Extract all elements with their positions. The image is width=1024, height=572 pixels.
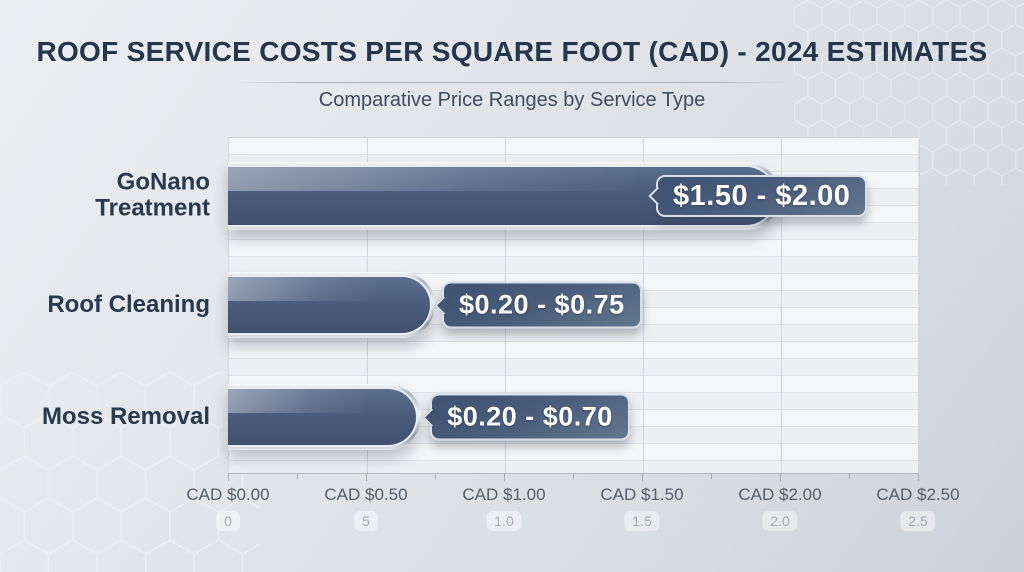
- category-label: GoNano Treatment: [95, 168, 210, 222]
- chart-subtitle: Comparative Price Ranges by Service Type: [318, 89, 706, 111]
- x-axis-major-tick: [780, 473, 781, 481]
- vertical-gridline: [643, 138, 644, 473]
- x-axis-major-tick: [366, 473, 367, 481]
- price-range-text: $0.20 - $0.75: [459, 289, 625, 320]
- price-range-text: $0.20 - $0.70: [447, 401, 613, 432]
- x-tick-label: CAD $1.00: [462, 485, 546, 504]
- price-range-text: $1.50 - $2.00: [673, 179, 851, 212]
- category-label: Roof Cleaning: [47, 290, 210, 318]
- x-tick-label: CAD $0.00: [186, 485, 270, 504]
- x-tick-sub-label: 0: [216, 511, 240, 531]
- x-tick-label: CAD $2.50: [876, 485, 960, 504]
- x-tick-label: CAD $2.00: [738, 485, 822, 504]
- price-range-badge: $0.20 - $0.75: [434, 281, 642, 329]
- chart-title: ROOF SERVICE COSTS PER SQUARE FOOT (CAD)…: [36, 36, 988, 67]
- category-label: Moss Removal: [41, 402, 210, 430]
- x-axis-minor-tick: [573, 473, 574, 479]
- price-range-badge: $1.50 - $2.00: [648, 175, 868, 217]
- x-axis-minor-tick: [297, 473, 298, 479]
- x-tick-label: CAD $0.50: [324, 485, 408, 504]
- x-axis-major-tick: [504, 473, 505, 481]
- vertical-gridline: [781, 138, 782, 473]
- x-axis-major-tick: [918, 473, 919, 481]
- bar-fill: [228, 277, 430, 333]
- bar-glare-highlight: [228, 277, 430, 301]
- bar-fill: [228, 389, 417, 445]
- x-axis-minor-tick: [435, 473, 436, 479]
- x-tick-sub-label: 2.0: [762, 511, 798, 531]
- x-axis-minor-tick: [711, 473, 712, 479]
- x-tick-label: CAD $1.50: [600, 485, 684, 504]
- x-axis-major-tick: [228, 473, 229, 481]
- bar: [228, 272, 435, 338]
- vertical-gridline: [919, 138, 920, 473]
- bar-border-gap: [228, 387, 419, 447]
- bar: [228, 384, 422, 450]
- x-axis-minor-tick: [849, 473, 850, 479]
- x-tick-sub-label: 1.5: [624, 511, 660, 531]
- x-tick-sub-label: 1.0: [486, 511, 522, 531]
- title-divider: [238, 82, 786, 83]
- bar-glare-highlight: [228, 389, 417, 413]
- x-tick-sub-label: 5: [354, 511, 378, 531]
- bar-border-gap: [228, 275, 432, 335]
- price-range-badge: $0.20 - $0.70: [422, 393, 630, 441]
- x-axis-major-tick: [642, 473, 643, 481]
- x-tick-sub-label: 2.5: [900, 511, 936, 531]
